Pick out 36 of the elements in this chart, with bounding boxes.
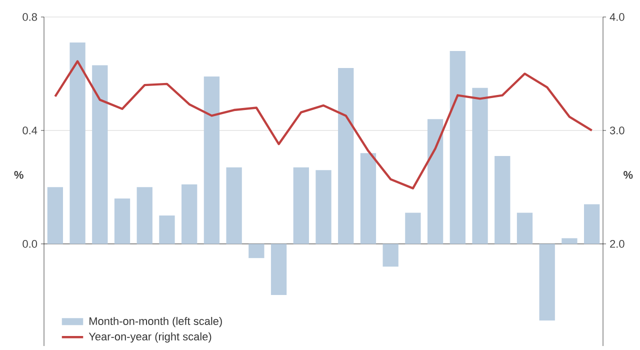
y-tick-label: 0.4 [22, 126, 38, 134]
bar [360, 153, 376, 244]
legend-label: Month-on-month (left scale) [90, 316, 222, 328]
bar [405, 212, 421, 244]
bar [516, 212, 533, 244]
y-axis-title: % [14, 171, 24, 179]
bar [450, 51, 466, 244]
line-series [54, 60, 593, 190]
bar [584, 204, 600, 244]
bar [472, 88, 488, 244]
bar [136, 187, 152, 244]
bar [92, 65, 108, 244]
bar [539, 244, 555, 320]
bar [338, 68, 354, 244]
bar [70, 42, 86, 244]
bar [204, 76, 220, 244]
bar [47, 187, 64, 244]
y2-tick-label: 2.0 [610, 240, 624, 248]
y2-tick-label: 3.0 [610, 126, 624, 134]
bar [226, 167, 242, 244]
bar [427, 119, 444, 244]
y-tick-label: 0.0 [22, 240, 38, 248]
bar [270, 244, 287, 295]
y-tick-label: 0.8 [22, 13, 37, 21]
bar [494, 156, 510, 244]
bar [562, 238, 578, 244]
bar [248, 244, 264, 258]
bar [114, 198, 130, 244]
bar [316, 170, 332, 244]
legend-label: Year-on-year (right scale) [88, 332, 212, 343]
bar [293, 167, 309, 244]
bar [182, 184, 198, 244]
bar [159, 216, 175, 244]
y2-axis-title: % [624, 171, 633, 179]
y2-tick-label: 4.0 [610, 13, 624, 21]
bar [382, 244, 398, 267]
